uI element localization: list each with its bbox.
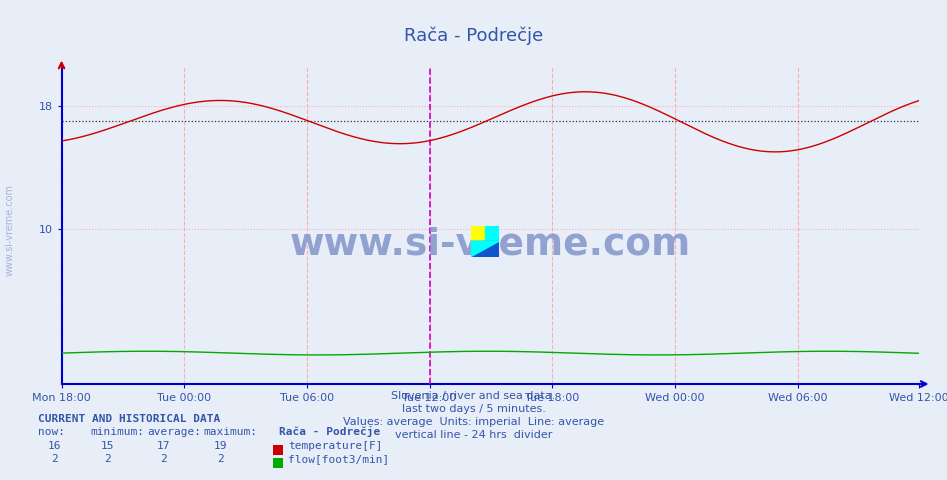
Text: 16: 16: [48, 441, 62, 451]
Text: minimum:: minimum:: [90, 427, 144, 437]
Text: flow[foot3/min]: flow[foot3/min]: [288, 454, 389, 464]
Text: now:: now:: [38, 427, 65, 437]
Text: www.si-vreme.com: www.si-vreme.com: [290, 227, 690, 263]
Text: Rača - Podrečje: Rača - Podrečje: [403, 27, 544, 45]
Polygon shape: [471, 241, 499, 257]
Text: 2: 2: [217, 454, 224, 464]
Text: last two days / 5 minutes.: last two days / 5 minutes.: [402, 404, 545, 414]
Text: maximum:: maximum:: [204, 427, 258, 437]
Polygon shape: [471, 241, 499, 257]
Text: 2: 2: [51, 454, 59, 464]
Text: Values: average  Units: imperial  Line: average: Values: average Units: imperial Line: av…: [343, 417, 604, 427]
Text: 19: 19: [214, 441, 227, 451]
Text: 15: 15: [100, 441, 114, 451]
Bar: [485, 226, 499, 241]
Text: CURRENT AND HISTORICAL DATA: CURRENT AND HISTORICAL DATA: [38, 414, 220, 424]
Text: www.si-vreme.com: www.si-vreme.com: [5, 184, 14, 276]
Text: average:: average:: [147, 427, 201, 437]
Text: temperature[F]: temperature[F]: [288, 441, 383, 451]
Text: Rača - Podrečje: Rača - Podrečje: [279, 426, 381, 437]
Text: vertical line - 24 hrs  divider: vertical line - 24 hrs divider: [395, 430, 552, 440]
Text: 2: 2: [103, 454, 111, 464]
Text: 2: 2: [160, 454, 168, 464]
Bar: [471, 226, 485, 241]
Text: Slovenia / river and sea data.: Slovenia / river and sea data.: [391, 391, 556, 401]
Text: 17: 17: [157, 441, 170, 451]
